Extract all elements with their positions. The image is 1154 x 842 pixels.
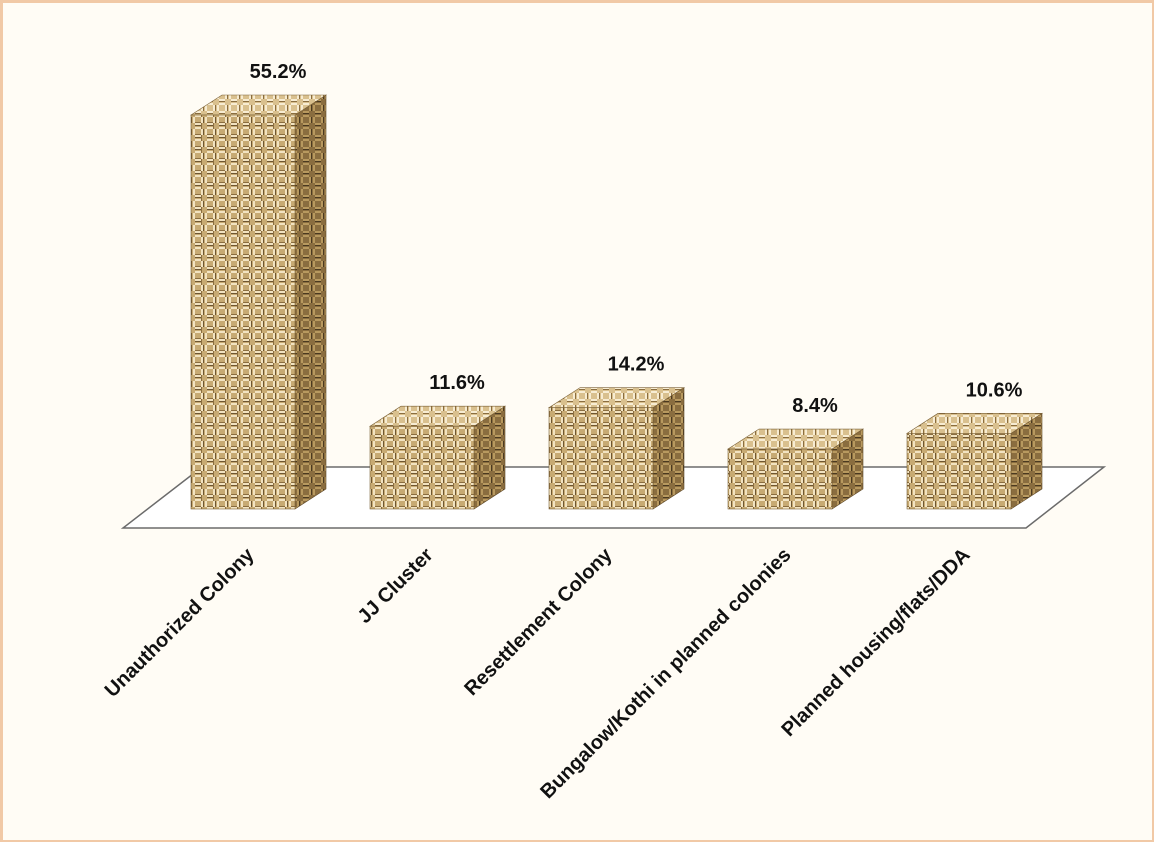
bar-1 [189,94,328,510]
value-label: 11.6% [429,372,485,394]
bar-front [548,407,654,510]
value-label: 55.2% [250,61,307,83]
bar-2 [368,405,507,510]
bar-front [727,448,833,510]
bar-side [294,94,327,510]
bar-front [190,114,296,510]
bars-group [189,94,1044,510]
category-label: JJ Cluster [354,544,438,628]
bar-3 [547,387,686,510]
category-label: Planned housing/flats/DDA [777,544,974,741]
value-labels-group: 55.2% 11.6% 14.2% 8.4% 10.6% [250,61,1023,417]
value-label: 8.4% [792,395,838,417]
value-label: 10.6% [966,379,1023,401]
bar-front [906,433,1012,510]
value-label: 14.2% [608,354,665,376]
bar-chart: 55.2% 11.6% 14.2% 8.4% 10.6% Unauthorized Co… [101,61,1107,803]
category-label: Unauthorized Colony [101,543,259,701]
bar-5 [905,412,1044,510]
category-labels-group: Unauthorized Colony JJ Cluster Resettlemen… [101,543,975,803]
bar-4 [726,428,865,510]
category-label: Resettlement Colony [460,543,617,700]
bar-front [369,425,475,510]
bar-side [652,387,685,510]
